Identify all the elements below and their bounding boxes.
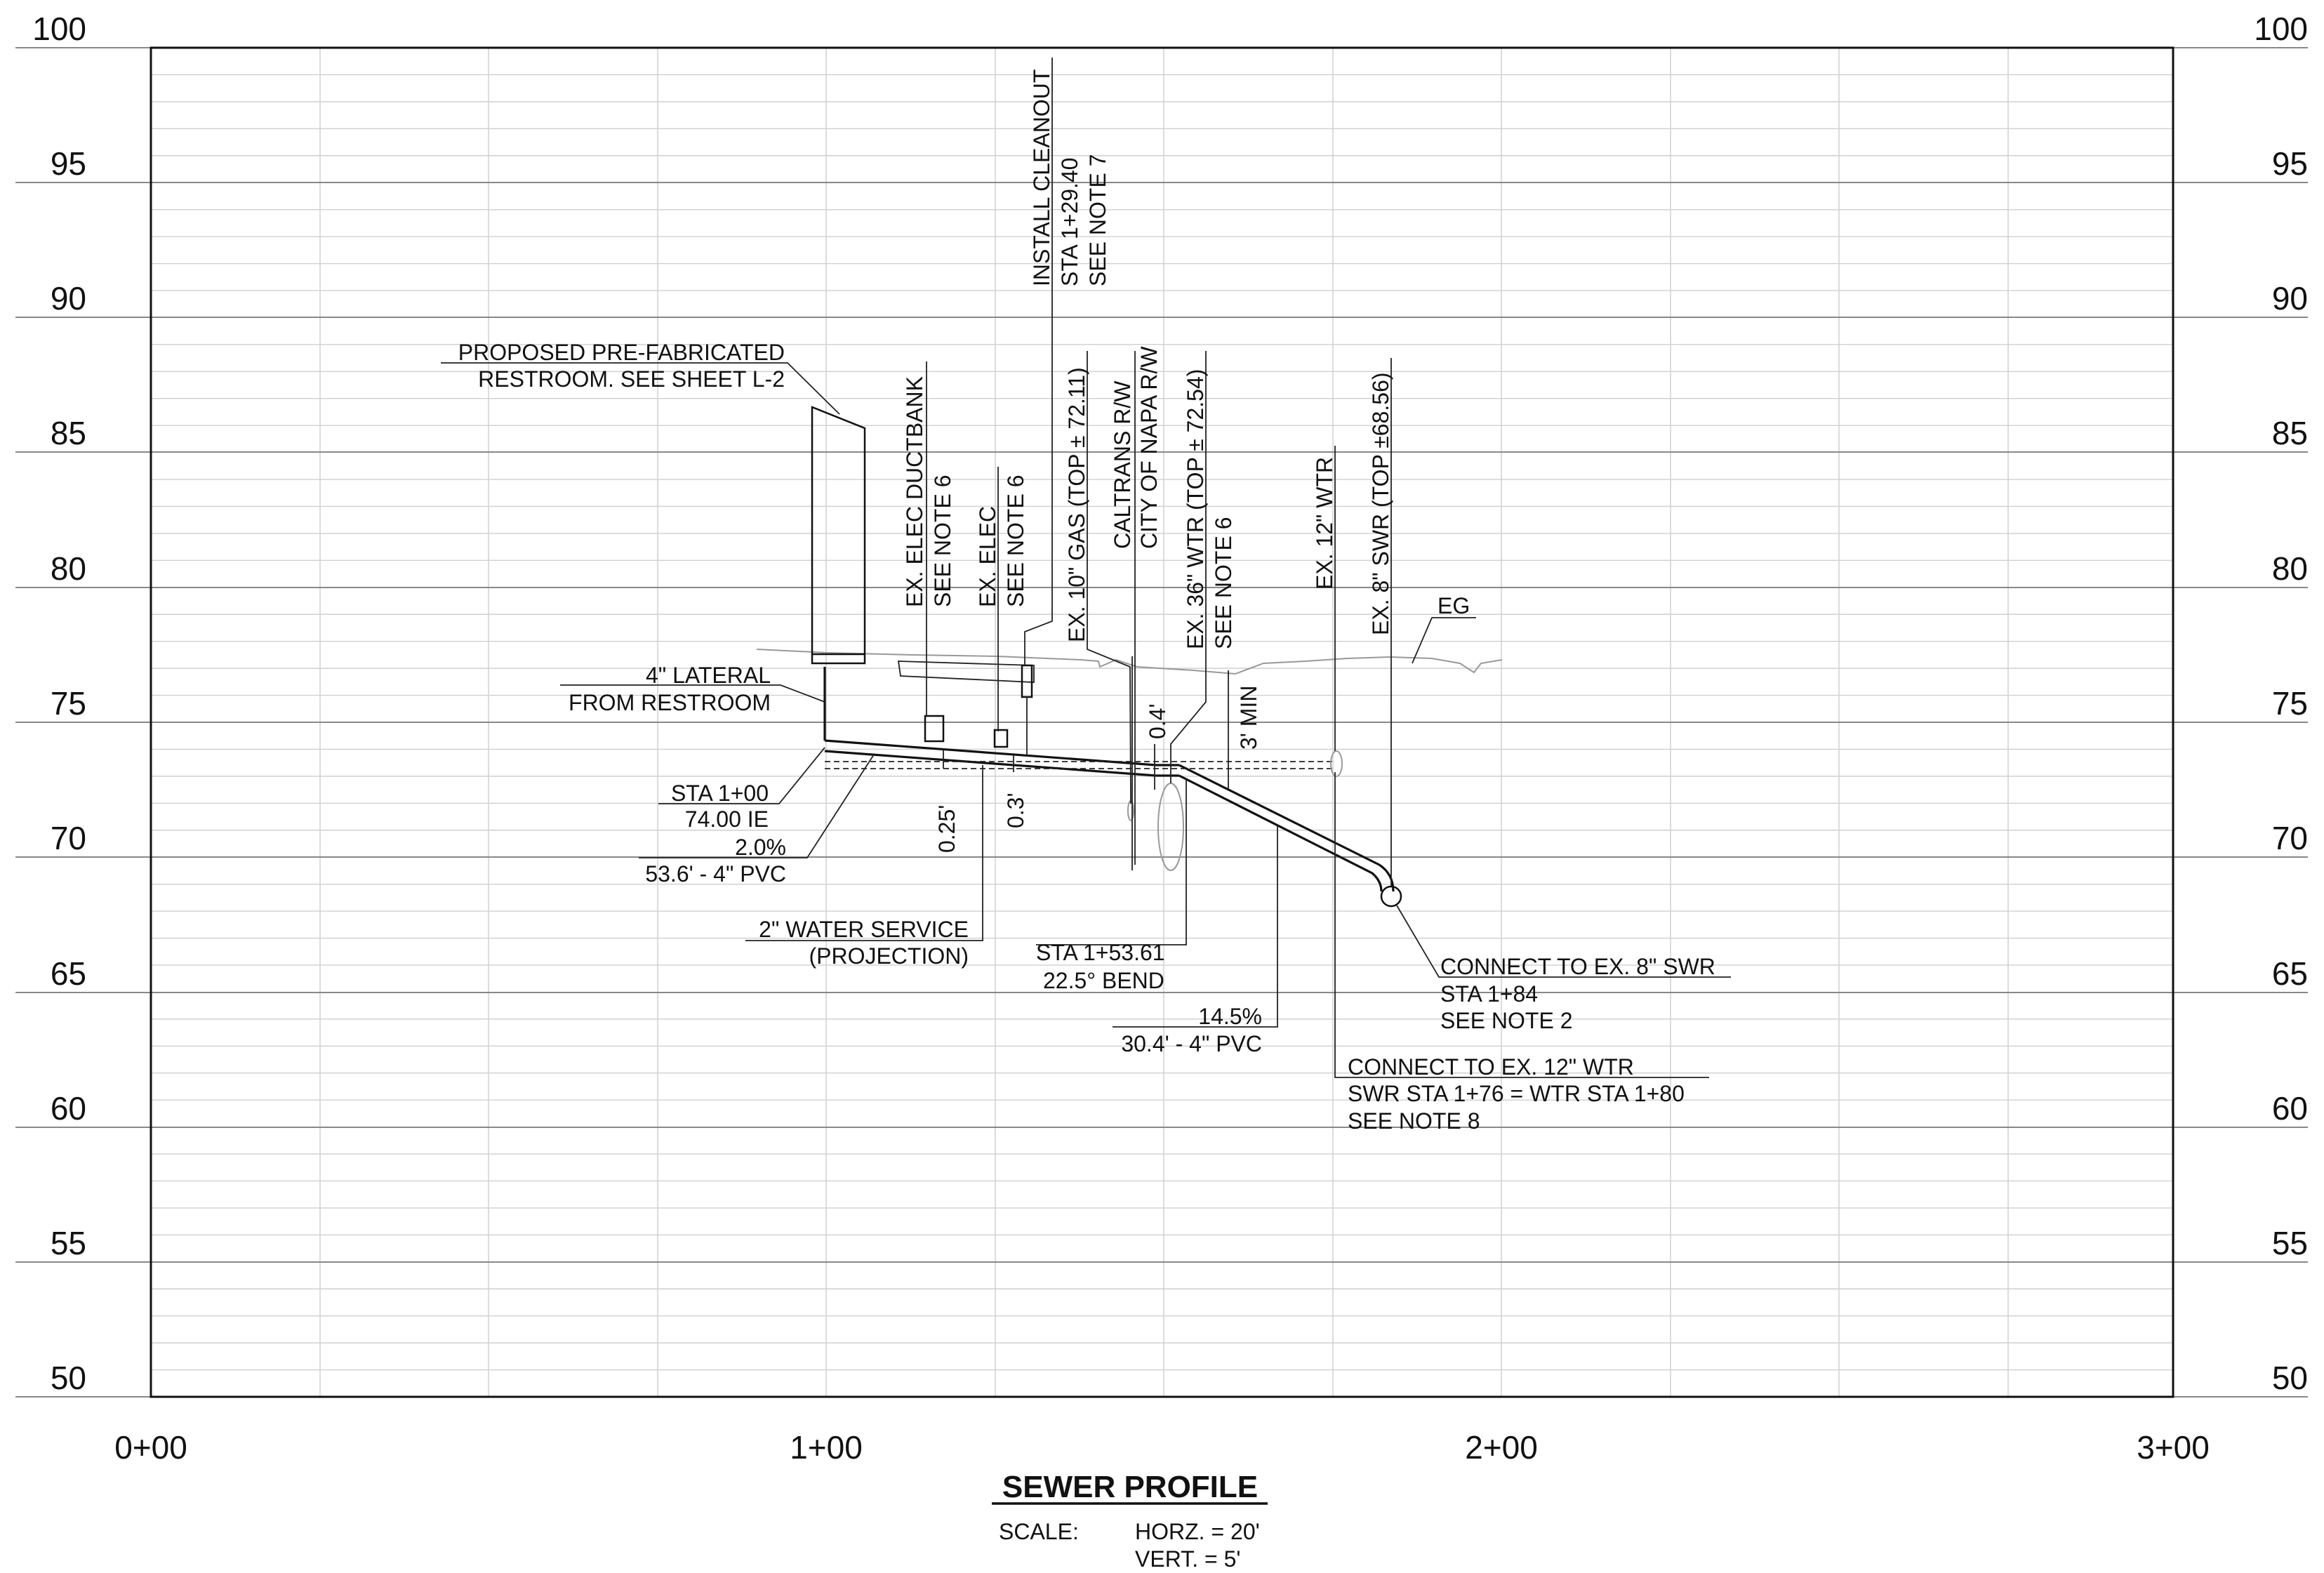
label-water-service-2: (PROJECTION) (809, 943, 969, 969)
cleanout-riser (1021, 664, 1033, 757)
label-lateral-1: 4" LATERAL (646, 663, 771, 688)
label-dim-3min: 3' MIN (1236, 686, 1261, 750)
elev-label: 80 (2272, 550, 2308, 587)
profile-frame (150, 46, 2174, 1398)
label-ductbank-1: EX. ELEC DUCTBANK (902, 376, 927, 607)
label-wtr36-2: SEE NOTE 6 (1211, 517, 1236, 650)
label-connect-wtr-3: SEE NOTE 8 (1348, 1108, 1480, 1134)
label-bend-2: 22.5° BEND (1043, 968, 1164, 993)
station-label: 1+00 (790, 1429, 863, 1466)
restroom-building (811, 406, 866, 665)
label-elec-2: SEE NOTE 6 (1003, 475, 1028, 608)
profile-title: SEWER PROFILE (1002, 1470, 1258, 1504)
scale-label: SCALE: (999, 1519, 1079, 1544)
label-eg: EG (1437, 593, 1470, 618)
station-label: 3+00 (2137, 1429, 2210, 1466)
elev-label: 55 (2272, 1225, 2308, 1261)
sewer-lateral-pipe (823, 667, 1395, 892)
label-dim-025: 0.25' (934, 805, 960, 853)
label-slope1-2: 53.6' - 4" PVC (645, 861, 786, 887)
ex-elec (993, 729, 1009, 748)
elev-label: 60 (2272, 1090, 2308, 1127)
elev-label: 70 (51, 820, 86, 856)
scale-vertical: VERT. = 5' (1135, 1546, 1240, 1572)
scale-horizontal: HORZ. = 20' (1135, 1519, 1260, 1544)
label-rw-2: CITY OF NAPA R/W (1136, 346, 1162, 549)
label-slope2-1: 14.5% (1198, 1004, 1262, 1029)
label-restroom-2: RESTROOM. SEE SHEET L-2 (478, 366, 785, 392)
label-rw-1: CALTRANS R/W (1110, 380, 1135, 549)
elev-label: 80 (51, 550, 86, 587)
elev-label: 55 (51, 1225, 86, 1261)
label-elec-1: EX. ELEC (975, 506, 1000, 607)
elev-label: 85 (2272, 415, 2308, 451)
elev-label: 70 (2272, 820, 2308, 856)
label-connect-wtr-1: CONNECT TO EX. 12" WTR (1348, 1054, 1634, 1080)
label-connect-swr-1: CONNECT TO EX. 8" SWR (1440, 954, 1715, 979)
elev-label: 65 (51, 955, 86, 992)
label-cleanout-1: INSTALL CLEANOUT (1029, 69, 1054, 286)
leader-lines (441, 58, 1731, 1078)
station-label: 0+00 (114, 1429, 187, 1466)
station-labels: 0+00 1+00 2+00 3+00 (114, 1429, 2210, 1466)
existing-ground-line (756, 649, 1503, 675)
elev-label: 65 (2272, 955, 2308, 992)
label-sta-start-1: STA 1+00 (671, 781, 769, 806)
water-service-projection (825, 761, 1335, 769)
label-wtr12: EX. 12" WTR (1312, 457, 1337, 590)
label-swr8: EX. 8" SWR (TOP ±68.56) (1368, 372, 1393, 635)
label-cleanout-2: STA 1+29.40 (1057, 157, 1082, 286)
label-dim-03: 0.3' (1003, 792, 1028, 828)
elev-label: 75 (51, 685, 86, 722)
label-water-service-1: 2" WATER SERVICE (759, 917, 969, 942)
elev-label: 90 (51, 280, 86, 317)
ex-elec-ductbank (924, 715, 945, 743)
minor-grid-lines (151, 74, 2173, 1371)
annotation-labels: PROPOSED PRE-FABRICATED RESTROOM. SEE SH… (458, 69, 1715, 1134)
label-sta-start-2: 74.00 IE (685, 807, 769, 832)
ex-8in-sewer (1380, 885, 1402, 908)
label-dim-04: 0.4' (1145, 703, 1170, 739)
elev-label: 50 (51, 1360, 86, 1396)
label-bend-1: STA 1+53.61 (1036, 940, 1165, 965)
walkway-slab (897, 661, 1035, 683)
label-slope1-1: 2.0% (735, 835, 786, 860)
elev-label: 100 (2254, 11, 2308, 47)
elev-label: 95 (51, 145, 86, 182)
label-connect-wtr-2: SWR STA 1+76 = WTR STA 1+80 (1348, 1081, 1685, 1106)
label-restroom-1: PROPOSED PRE-FABRICATED (458, 340, 785, 365)
elev-label: 90 (2272, 280, 2308, 317)
label-cleanout-3: SEE NOTE 7 (1085, 154, 1110, 287)
elev-label: 50 (2272, 1360, 2308, 1396)
label-connect-swr-3: SEE NOTE 2 (1440, 1008, 1573, 1033)
elevation-labels-left: 100 95 90 85 80 75 70 65 60 55 50 (32, 11, 86, 1396)
elev-label: 75 (2272, 685, 2308, 722)
elev-label: 85 (51, 415, 86, 451)
label-wtr36-1: EX. 36" WTR (TOP ± 72.54) (1183, 369, 1208, 649)
elev-label: 95 (2272, 145, 2308, 182)
label-slope2-2: 30.4' - 4" PVC (1121, 1031, 1262, 1056)
label-ductbank-2: SEE NOTE 6 (930, 475, 955, 608)
elev-label: 60 (51, 1090, 86, 1127)
label-gas: EX. 10" GAS (TOP ± 72.11) (1064, 367, 1089, 642)
station-label: 2+00 (1465, 1429, 1538, 1466)
ex-12in-water (1330, 750, 1343, 777)
elev-label: 100 (32, 11, 86, 47)
label-connect-swr-2: STA 1+84 (1440, 981, 1538, 1007)
elevation-labels-right: 100 95 90 85 80 75 70 65 60 55 50 (2254, 11, 2308, 1396)
label-lateral-2: FROM RESTROOM (569, 690, 771, 715)
